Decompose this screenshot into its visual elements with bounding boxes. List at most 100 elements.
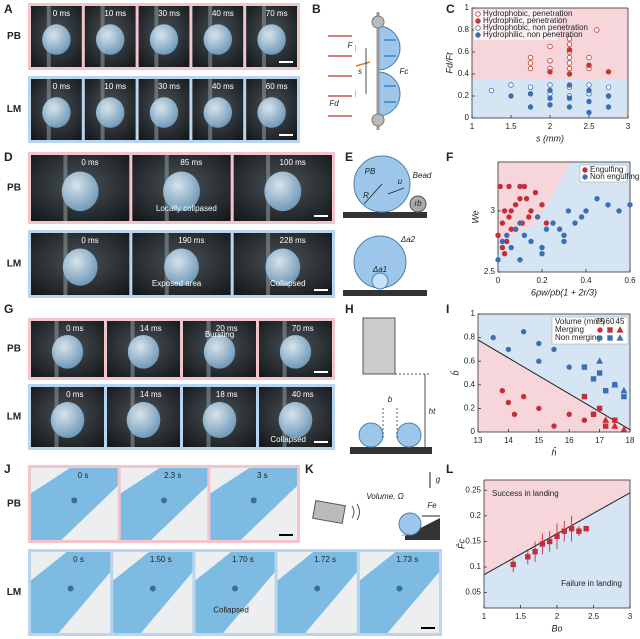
row-label: LM (7, 259, 21, 270)
point (527, 84, 534, 90)
droplet (61, 171, 99, 212)
point (510, 561, 516, 568)
boundary-line (477, 339, 631, 431)
point (566, 54, 573, 61)
point (620, 386, 628, 394)
point (527, 104, 534, 110)
diagram-label: u (398, 177, 403, 186)
y-axis-label: We (470, 210, 480, 223)
point (499, 238, 506, 245)
y-tick-label: 0.2 (470, 511, 482, 520)
point (627, 202, 633, 208)
point (547, 69, 553, 75)
y-axis-label: b̂ (450, 370, 460, 375)
axes-frame (477, 313, 631, 433)
point (547, 95, 553, 101)
point (561, 528, 567, 534)
x-tick-label: 0.6 (624, 276, 636, 285)
point (616, 208, 622, 214)
point (566, 65, 573, 72)
point (547, 87, 553, 94)
point (532, 548, 538, 555)
panel-label: B (312, 2, 321, 16)
channel (31, 552, 111, 633)
frame-time: 0 ms (53, 9, 70, 18)
channel (277, 552, 357, 633)
point (605, 84, 612, 90)
point (547, 43, 553, 50)
diagram-label: ht (429, 407, 436, 416)
point (505, 346, 512, 353)
point (520, 329, 527, 335)
panel-label: L (446, 462, 453, 476)
point (490, 334, 496, 341)
point (551, 346, 557, 353)
frame-time: 1.70 s (232, 555, 254, 564)
point (547, 82, 553, 88)
legend-column: 75 (596, 317, 605, 326)
x-axis-label: ĥ (551, 446, 556, 457)
frame-time: 70 ms (292, 324, 314, 333)
x-tick-label: 2.5 (588, 612, 600, 621)
point (504, 232, 510, 239)
x-tick-label: 1 (470, 122, 475, 131)
point (590, 411, 597, 417)
point (566, 411, 572, 417)
x-tick-label: 0.4 (580, 276, 592, 285)
point (561, 238, 567, 245)
point (590, 376, 597, 382)
row-label: LM (7, 104, 21, 115)
point (566, 364, 572, 370)
diagram-label: Bead (413, 171, 432, 180)
droplet (149, 585, 156, 592)
y-tick-label: 0.6 (458, 47, 470, 56)
frame-time: 100 ms (280, 158, 306, 167)
point (611, 380, 619, 388)
point (583, 208, 589, 214)
point (506, 214, 512, 220)
point (620, 425, 628, 433)
point (527, 91, 534, 97)
diagram-b (328, 12, 401, 130)
point (534, 214, 541, 220)
y-axis-label: Fd/Ft (444, 52, 454, 74)
point (523, 195, 530, 202)
row-label: PB (7, 499, 21, 510)
point (521, 232, 528, 239)
y-tick-label: 1 (471, 309, 476, 318)
frame-time: 228 ms (280, 236, 306, 245)
diagram-label: Fc (400, 67, 409, 76)
legend-marker (597, 327, 603, 333)
point (539, 250, 545, 257)
x-tick-label: 1.5 (515, 612, 527, 621)
y-tick-label: 0.2 (464, 404, 476, 413)
point (488, 87, 495, 94)
legend-column: 60 (606, 317, 615, 326)
diagram-label: s (358, 67, 362, 76)
point (517, 257, 523, 263)
y-tick-label: 0 (465, 113, 470, 122)
y-tick-label: 0 (471, 427, 476, 436)
point (605, 104, 612, 110)
legend-box (579, 164, 628, 183)
point (566, 104, 573, 110)
point (566, 60, 573, 66)
legend-marker (475, 11, 481, 17)
point (512, 202, 519, 208)
point (621, 393, 627, 400)
droplet (62, 248, 98, 286)
axes-frame (497, 161, 631, 273)
point (512, 226, 519, 232)
region (478, 339, 630, 432)
point (501, 250, 508, 257)
region (498, 162, 571, 245)
point (508, 93, 514, 99)
legend-label: Engulfing (590, 165, 623, 174)
legend-marker (475, 32, 481, 38)
droplet (42, 24, 71, 55)
point (605, 202, 611, 208)
frame-time: 0 ms (81, 158, 98, 167)
point (495, 257, 501, 263)
point (612, 417, 618, 423)
legend-marker (616, 334, 624, 341)
